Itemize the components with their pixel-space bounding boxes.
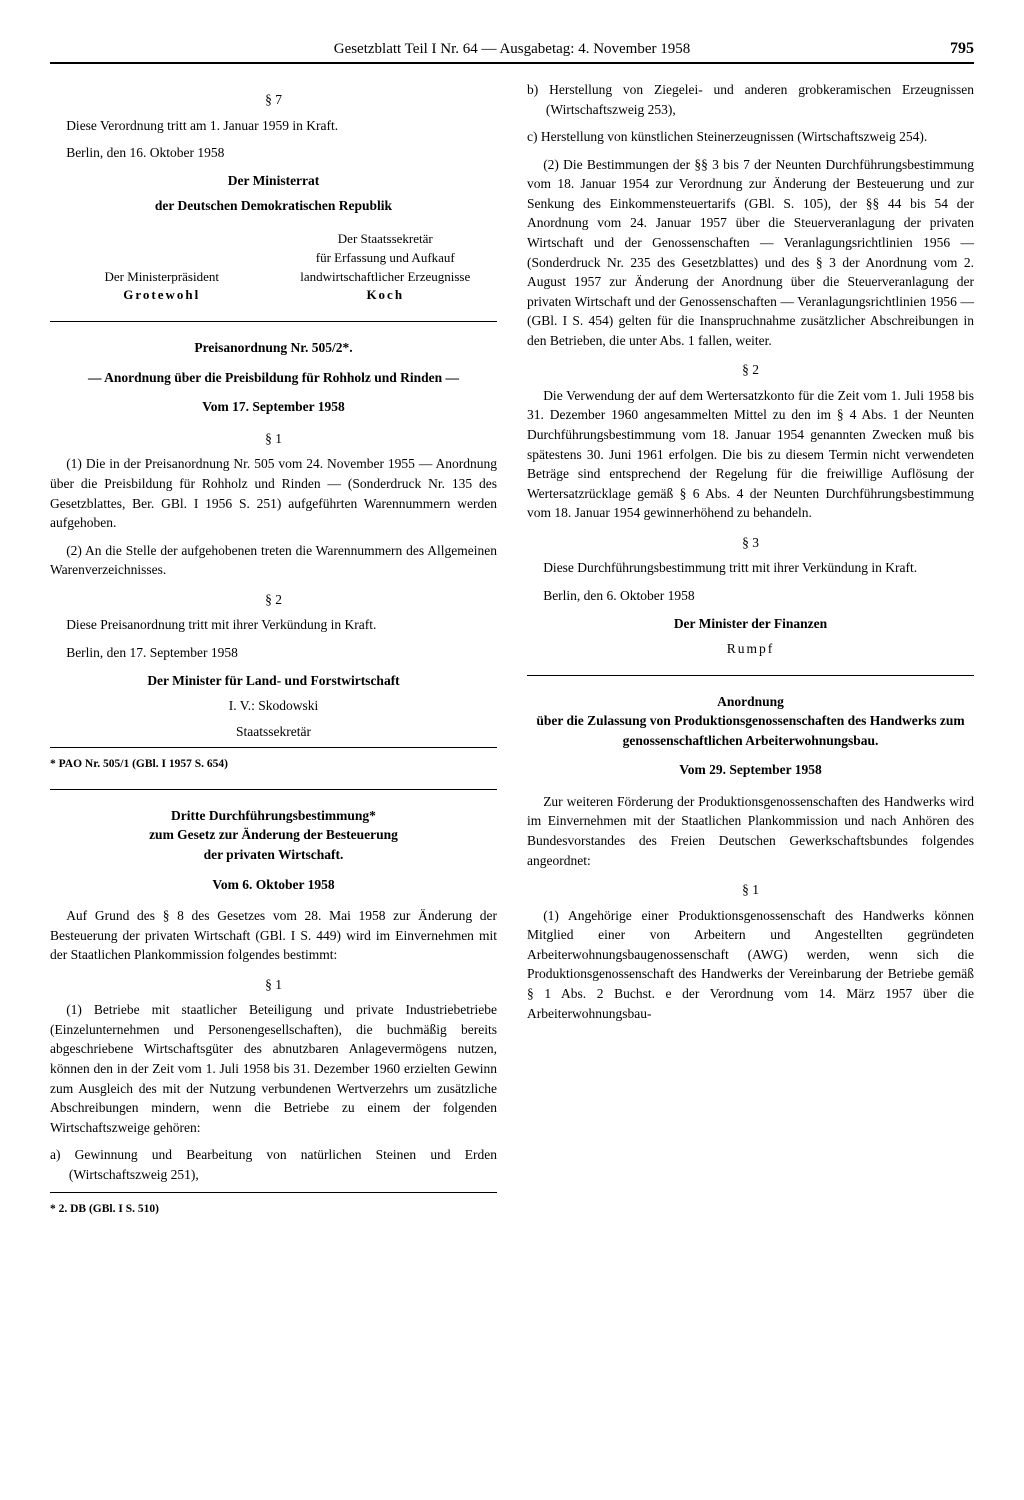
dritte-date: Vom 6. Oktober 1958 [50, 875, 497, 895]
right-p2: (2) Die Bestimmungen der §§ 3 bis 7 der … [527, 155, 974, 351]
s7-text: Diese Verordnung tritt am 1. Januar 1959… [50, 116, 497, 136]
minister-lf: Der Minister für Land- und Forstwirtscha… [50, 671, 497, 691]
footnote-2: * 2. DB (GBl. I S. 510) [50, 1201, 497, 1218]
staatssekr-label: Staatssekretär [50, 722, 497, 742]
right-column: b) Herstellung von Ziegelei- und anderen… [527, 80, 974, 1218]
anordnung-s1-p1: (1) Angehörige einer Produktionsgenossen… [527, 906, 974, 1023]
right-s2: § 2 [527, 360, 974, 380]
divider [50, 321, 497, 322]
divider-2 [50, 789, 497, 790]
staatssekr-1: Der Staatssekretär [274, 230, 498, 249]
anordnung-2: über die Zulassung von Produktionsgenoss… [527, 711, 974, 750]
content-columns: § 7 Diese Verordnung tritt am 1. Januar … [50, 80, 974, 1218]
right-s3-text: Diese Durchführungsbestimmung tritt mit … [527, 558, 974, 578]
dritte-t3: der privaten Wirtschaft. [50, 845, 497, 865]
minprae: Der Ministerpräsident [50, 268, 274, 287]
thin-divider [50, 747, 497, 748]
preis-s1-p1: (1) Die in der Preisanordnung Nr. 505 vo… [50, 454, 497, 532]
preis-s1-p2: (2) An die Stelle der aufgehobenen trete… [50, 541, 497, 580]
dritte-s1-p1: (1) Betriebe mit staatlicher Beteiligung… [50, 1000, 497, 1137]
preis-s2: § 2 [50, 590, 497, 610]
footnote-1: * PAO Nr. 505/1 (GBl. I 1957 S. 654) [50, 756, 497, 773]
berlin-date-2: Berlin, den 17. September 1958 [50, 643, 497, 663]
dritte-s1-a: a) Gewinnung und Bearbeitung von natürli… [50, 1145, 497, 1184]
preis-date: Vom 17. September 1958 [50, 397, 497, 417]
item-b: b) Herstellung von Ziegelei- und anderen… [527, 80, 974, 119]
anordnung-1: Anordnung [527, 692, 974, 712]
anordnung-s1: § 1 [527, 880, 974, 900]
anordnung-date: Vom 29. September 1958 [527, 760, 974, 780]
dritte-title: Dritte Durchführungsbestimmung* zum Gese… [50, 806, 497, 865]
sig-rumpf: Rumpf [527, 639, 974, 659]
anordnung-intro: Zur weiteren Förderung der Produktionsge… [527, 792, 974, 870]
minister-fin: Der Minister der Finanzen [527, 614, 974, 634]
preis-sub: — Anordnung über die Preisbildung für Ro… [50, 368, 497, 388]
item-c: c) Herstellung von künstlichen Steinerze… [527, 127, 974, 147]
staatssekr-2: für Erfassung und Aufkauf [274, 249, 498, 268]
preis-s2-text: Diese Preisanordnung tritt mit ihrer Ver… [50, 615, 497, 635]
dritte-t1: Dritte Durchführungsbestimmung* [50, 806, 497, 826]
thin-divider-2 [50, 1192, 497, 1193]
iv-skodowski: I. V.: Skodowski [50, 696, 497, 716]
dritte-t2: zum Gesetz zur Änderung der Besteuerung [50, 825, 497, 845]
preis-s1: § 1 [50, 429, 497, 449]
landwirt: landwirtschaftlicher Erzeugnisse [274, 268, 498, 287]
page-number: 795 [924, 40, 974, 58]
right-s3: § 3 [527, 533, 974, 553]
dritte-intro: Auf Grund des § 8 des Gesetzes vom 28. M… [50, 906, 497, 965]
header-title: Gesetzblatt Teil I Nr. 64 — Ausgabetag: … [100, 41, 924, 58]
berlin-right: Berlin, den 6. Oktober 1958 [527, 586, 974, 606]
ministerrat-1: Der Ministerrat [50, 171, 497, 191]
sig-koch: Koch [274, 286, 498, 305]
preis-title: Preisanordnung Nr. 505/2*. [50, 338, 497, 358]
left-column: § 7 Diese Verordnung tritt am 1. Januar … [50, 80, 497, 1218]
page-header: Gesetzblatt Teil I Nr. 64 — Ausgabetag: … [50, 40, 974, 64]
anordnung-title: Anordnung über die Zulassung von Produkt… [527, 692, 974, 751]
section-7: § 7 [50, 90, 497, 110]
dritte-s1: § 1 [50, 975, 497, 995]
signature-block-1: Der Staatssekretär für Erfassung und Auf… [50, 230, 497, 305]
ministerrat-2: der Deutschen Demokratischen Republik [50, 196, 497, 216]
right-s2-text: Die Verwendung der auf dem Wertersatzkon… [527, 386, 974, 523]
divider-right [527, 675, 974, 676]
berlin-date-1: Berlin, den 16. Oktober 1958 [50, 143, 497, 163]
sig-grotewohl: Grotewohl [50, 286, 274, 305]
